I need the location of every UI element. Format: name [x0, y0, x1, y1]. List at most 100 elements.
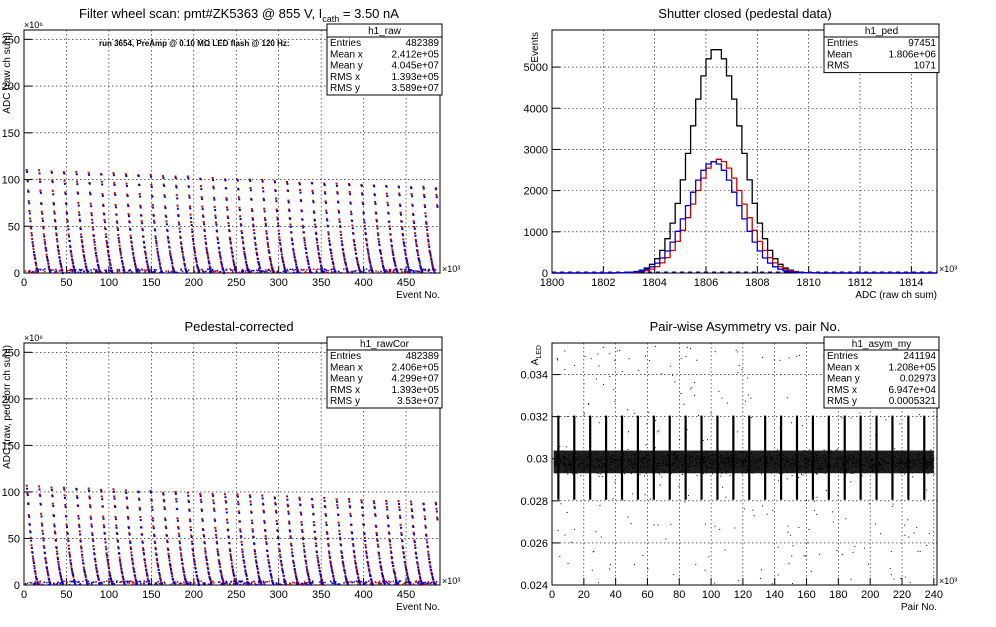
data-point	[610, 462, 611, 463]
data-point	[147, 581, 149, 583]
data-point	[718, 464, 719, 465]
data-point	[705, 457, 706, 458]
data-point	[177, 520, 179, 522]
data-point	[105, 546, 107, 548]
x-axis-exponent: ×10³	[442, 264, 460, 274]
data-point	[280, 251, 282, 253]
data-point	[279, 556, 281, 558]
data-point	[398, 506, 400, 508]
data-point	[570, 462, 571, 463]
data-point	[429, 562, 431, 564]
data-point	[659, 465, 660, 466]
data-point	[601, 468, 602, 469]
data-point	[92, 538, 94, 540]
data-point	[100, 489, 102, 491]
data-point	[632, 463, 633, 464]
data-point	[77, 271, 79, 273]
data-point	[145, 581, 147, 583]
data-point	[299, 504, 301, 506]
data-point	[401, 271, 403, 273]
data-point	[769, 465, 770, 466]
data-point	[611, 461, 612, 462]
data-point	[258, 263, 260, 265]
data-point	[191, 231, 193, 233]
data-point	[633, 454, 634, 455]
data-point	[217, 242, 219, 244]
data-point	[672, 463, 673, 464]
data-point	[895, 456, 896, 457]
data-point	[346, 578, 348, 580]
data-point	[114, 498, 116, 500]
data-point	[31, 234, 33, 236]
data-point	[119, 559, 121, 561]
y-tick-label: 0.03	[527, 454, 548, 466]
chart-title: Shutter closed (pedestal data)	[658, 6, 831, 21]
data-point	[695, 460, 696, 461]
data-point	[198, 269, 200, 271]
data-point	[303, 237, 305, 239]
data-point	[213, 510, 215, 512]
data-point	[332, 261, 334, 263]
data-point	[330, 249, 332, 251]
data-point	[865, 472, 866, 473]
data-point	[855, 463, 856, 464]
data-point	[109, 261, 111, 263]
data-point	[333, 268, 335, 270]
data-point	[45, 560, 47, 562]
data-point	[728, 467, 729, 468]
data-point	[132, 561, 134, 563]
data-point	[403, 552, 405, 554]
data-point	[565, 471, 566, 472]
data-point	[650, 459, 651, 460]
data-point	[584, 467, 585, 468]
data-point	[729, 460, 730, 461]
data-point	[245, 272, 247, 274]
data-point	[291, 552, 293, 554]
data-point	[182, 563, 184, 565]
data-point	[841, 458, 842, 459]
data-point	[153, 215, 155, 217]
data-point	[857, 459, 858, 460]
data-point	[603, 463, 604, 464]
data-point	[72, 574, 74, 576]
data-point	[902, 469, 903, 470]
data-point	[359, 271, 361, 273]
data-point	[91, 219, 93, 221]
data-point	[262, 504, 264, 506]
data-point	[46, 582, 48, 584]
data-point	[240, 531, 242, 533]
data-point	[927, 464, 928, 465]
data-point	[189, 208, 191, 210]
data-point	[426, 233, 428, 235]
data-point	[41, 515, 43, 517]
data-point	[316, 269, 318, 271]
data-point	[421, 272, 423, 274]
data-point	[400, 214, 402, 216]
data-point	[264, 271, 266, 273]
data-point	[347, 583, 349, 585]
data-point	[561, 461, 562, 462]
data-point	[902, 454, 903, 455]
data-point	[428, 241, 430, 243]
data-point	[319, 584, 321, 586]
data-point	[101, 582, 103, 584]
data-point	[212, 270, 214, 272]
x-tick-label: 300	[270, 277, 288, 289]
data-point	[616, 467, 617, 468]
data-point	[44, 552, 46, 554]
data-point	[213, 187, 215, 189]
data-point	[280, 272, 282, 274]
data-point	[417, 252, 419, 254]
data-point	[82, 563, 84, 565]
data-point	[906, 461, 907, 462]
data-point	[129, 221, 131, 223]
data-point	[200, 580, 202, 582]
data-point	[214, 271, 216, 273]
data-point	[802, 467, 803, 468]
data-point	[144, 269, 146, 271]
data-point	[399, 205, 401, 207]
y-tick-label: 0.032	[520, 412, 548, 424]
data-point	[671, 473, 672, 474]
data-point	[52, 193, 54, 195]
